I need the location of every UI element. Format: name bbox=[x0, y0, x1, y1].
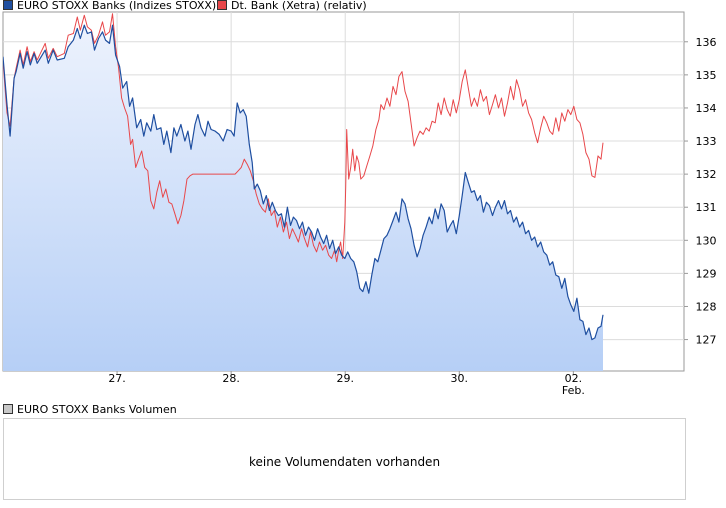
x-tick-label: 02. bbox=[565, 372, 583, 385]
x-tick-label: 30. bbox=[451, 372, 469, 385]
y-tick-label: 132 bbox=[696, 168, 717, 181]
y-tick-label: 128 bbox=[696, 300, 717, 313]
legend-label-volume: EURO STOXX Banks Volumen bbox=[17, 403, 177, 416]
x-tick-label: 27. bbox=[108, 372, 126, 385]
legend-swatch-series-2 bbox=[217, 0, 227, 10]
legend-label-series-2: Dt. Bank (Xetra) (relativ) bbox=[231, 0, 367, 12]
y-tick-label: 127 bbox=[696, 334, 717, 347]
y-axis: 127 128 129 130 131 132 133 134 135 136 bbox=[684, 36, 717, 347]
series-layer bbox=[3, 13, 604, 371]
volume-empty-message: keine Volumendaten vorhanden bbox=[248, 455, 441, 469]
y-tick-label: 131 bbox=[696, 201, 717, 214]
legend-series-1: EURO STOXX Banks (Indizes STOXX) bbox=[3, 0, 216, 12]
y-tick-label: 129 bbox=[696, 267, 717, 280]
x-axis: 27. 28. 29. 30. 02.Feb. bbox=[108, 371, 585, 397]
y-tick-label: 134 bbox=[696, 102, 717, 115]
y-tick-label: 133 bbox=[696, 135, 717, 148]
volume-panel: keine Volumendaten vorhanden bbox=[3, 418, 686, 500]
series-2-line bbox=[3, 13, 604, 263]
x-tick-sublabel: Feb. bbox=[562, 384, 585, 397]
series-1-area bbox=[3, 25, 603, 371]
x-tick-label: 29. bbox=[336, 372, 354, 385]
legend-series-2: Dt. Bank (Xetra) (relativ) bbox=[217, 0, 367, 12]
series-1-line bbox=[3, 24, 604, 341]
y-tick-label: 136 bbox=[696, 36, 717, 49]
y-tick-label: 135 bbox=[696, 69, 717, 82]
legend-label-series-1: EURO STOXX Banks (Indizes STOXX) bbox=[17, 0, 217, 12]
legend-volume: EURO STOXX Banks Volumen bbox=[3, 404, 177, 416]
y-tick-label: 130 bbox=[696, 234, 717, 247]
x-tick-label: 28. bbox=[222, 372, 240, 385]
price-chart: 127 128 129 130 131 132 133 134 135 136 27. 28. 29.… bbox=[2, 11, 717, 397]
legend-swatch-series-1 bbox=[3, 0, 13, 10]
legend-swatch-volume bbox=[3, 404, 13, 414]
